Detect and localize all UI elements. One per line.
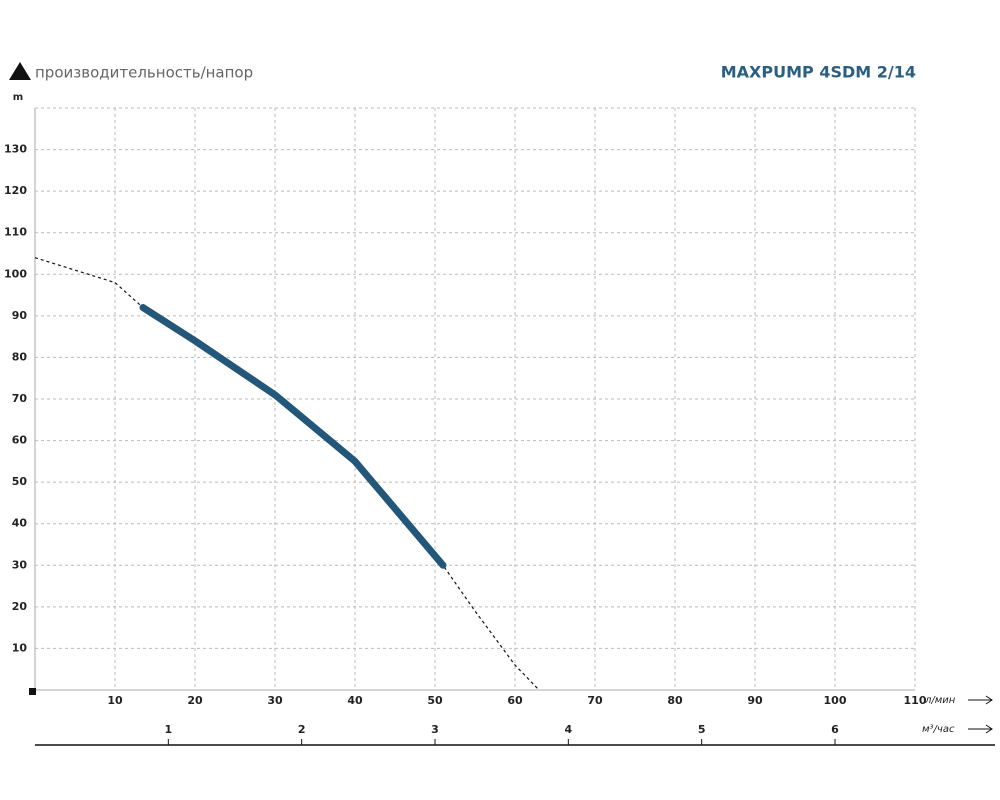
x2-tick-label: 5	[698, 723, 706, 736]
x-tick-label: 80	[667, 694, 683, 707]
arrow	[968, 724, 993, 734]
x2-tick-label: 1	[165, 723, 173, 736]
x-tick-label: 50	[427, 694, 443, 707]
x2-tick-label: 4	[565, 723, 573, 736]
x-axis-label: л/мин	[924, 695, 956, 706]
y-tick-label: 70	[12, 392, 28, 405]
icon	[9, 62, 31, 80]
x2-tick-label: 2	[298, 723, 306, 736]
y-tick-label: 130	[4, 143, 27, 156]
curve	[34, 257, 540, 691]
y-tick-label: 80	[12, 350, 28, 363]
x2-axis-label: м³/час	[922, 724, 955, 735]
y-tick-label: 50	[12, 475, 28, 488]
y-tick-label: 40	[12, 517, 28, 530]
x2-tick-label: 3	[431, 723, 439, 736]
x-tick-label: 110	[904, 694, 927, 707]
x-tick-label: 20	[187, 694, 203, 707]
y-tick-label: 20	[12, 600, 28, 613]
y-tick-label: 110	[4, 226, 27, 239]
x-tick-label: 40	[347, 694, 363, 707]
arrow	[968, 695, 993, 705]
origin	[29, 688, 36, 695]
y-tick-label: 120	[4, 184, 27, 197]
subtitle: производительность/напор	[35, 64, 253, 82]
x-tick-label: 60	[507, 694, 523, 707]
curve	[139, 304, 447, 569]
chart-title: MAXPUMP 4SDM 2/14	[721, 63, 916, 82]
y-tick-label: 60	[12, 434, 28, 447]
x2-tick-label: 6	[831, 723, 839, 736]
x-tick-label: 70	[587, 694, 603, 707]
x-tick-label: 100	[824, 694, 847, 707]
x-tick-label: 10	[107, 694, 123, 707]
x-tick-label: 30	[267, 694, 283, 707]
y-tick-label: 30	[12, 558, 28, 571]
y-tick-label: 100	[4, 267, 27, 280]
y-tick-label: 90	[12, 309, 28, 322]
y-tick-label: 10	[12, 641, 28, 654]
y-axis-label: m	[13, 92, 23, 103]
x-tick-label: 90	[747, 694, 763, 707]
